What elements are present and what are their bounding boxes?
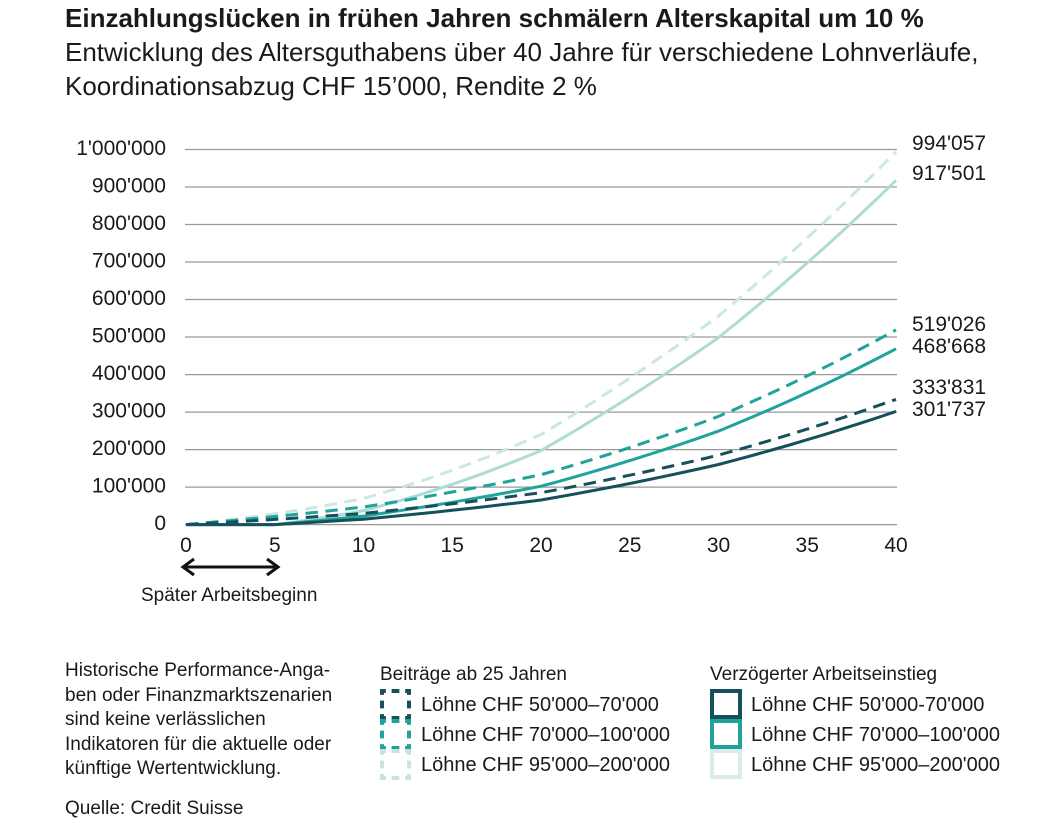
svg-text:500'000: 500'000	[92, 325, 166, 348]
svg-text:0: 0	[154, 512, 166, 535]
svg-text:700'000: 700'000	[92, 250, 166, 273]
svg-text:30: 30	[707, 534, 730, 557]
svg-text:1'000'000: 1'000'000	[76, 137, 166, 160]
svg-text:800'000: 800'000	[92, 212, 166, 235]
svg-text:35: 35	[796, 534, 819, 557]
svg-text:917'501: 917'501	[912, 162, 986, 185]
svg-text:5: 5	[269, 534, 281, 557]
svg-text:0: 0	[180, 534, 192, 557]
svg-text:15: 15	[441, 534, 464, 557]
svg-text:468'668: 468'668	[912, 335, 986, 358]
svg-text:300'000: 300'000	[92, 400, 166, 423]
svg-text:200'000: 200'000	[92, 437, 166, 460]
svg-text:333'831: 333'831	[912, 376, 986, 399]
svg-text:900'000: 900'000	[92, 175, 166, 198]
svg-text:10: 10	[352, 534, 375, 557]
svg-text:994'057: 994'057	[912, 132, 986, 155]
svg-text:600'000: 600'000	[92, 287, 166, 310]
svg-text:Später Arbeitsbeginn: Später Arbeitsbeginn	[141, 585, 317, 606]
svg-text:301'737: 301'737	[912, 398, 986, 421]
svg-text:100'000: 100'000	[92, 475, 166, 498]
svg-text:400'000: 400'000	[92, 362, 166, 385]
svg-text:40: 40	[884, 534, 907, 557]
svg-text:20: 20	[529, 534, 552, 557]
svg-text:519'026: 519'026	[912, 313, 986, 336]
svg-text:25: 25	[618, 534, 641, 557]
